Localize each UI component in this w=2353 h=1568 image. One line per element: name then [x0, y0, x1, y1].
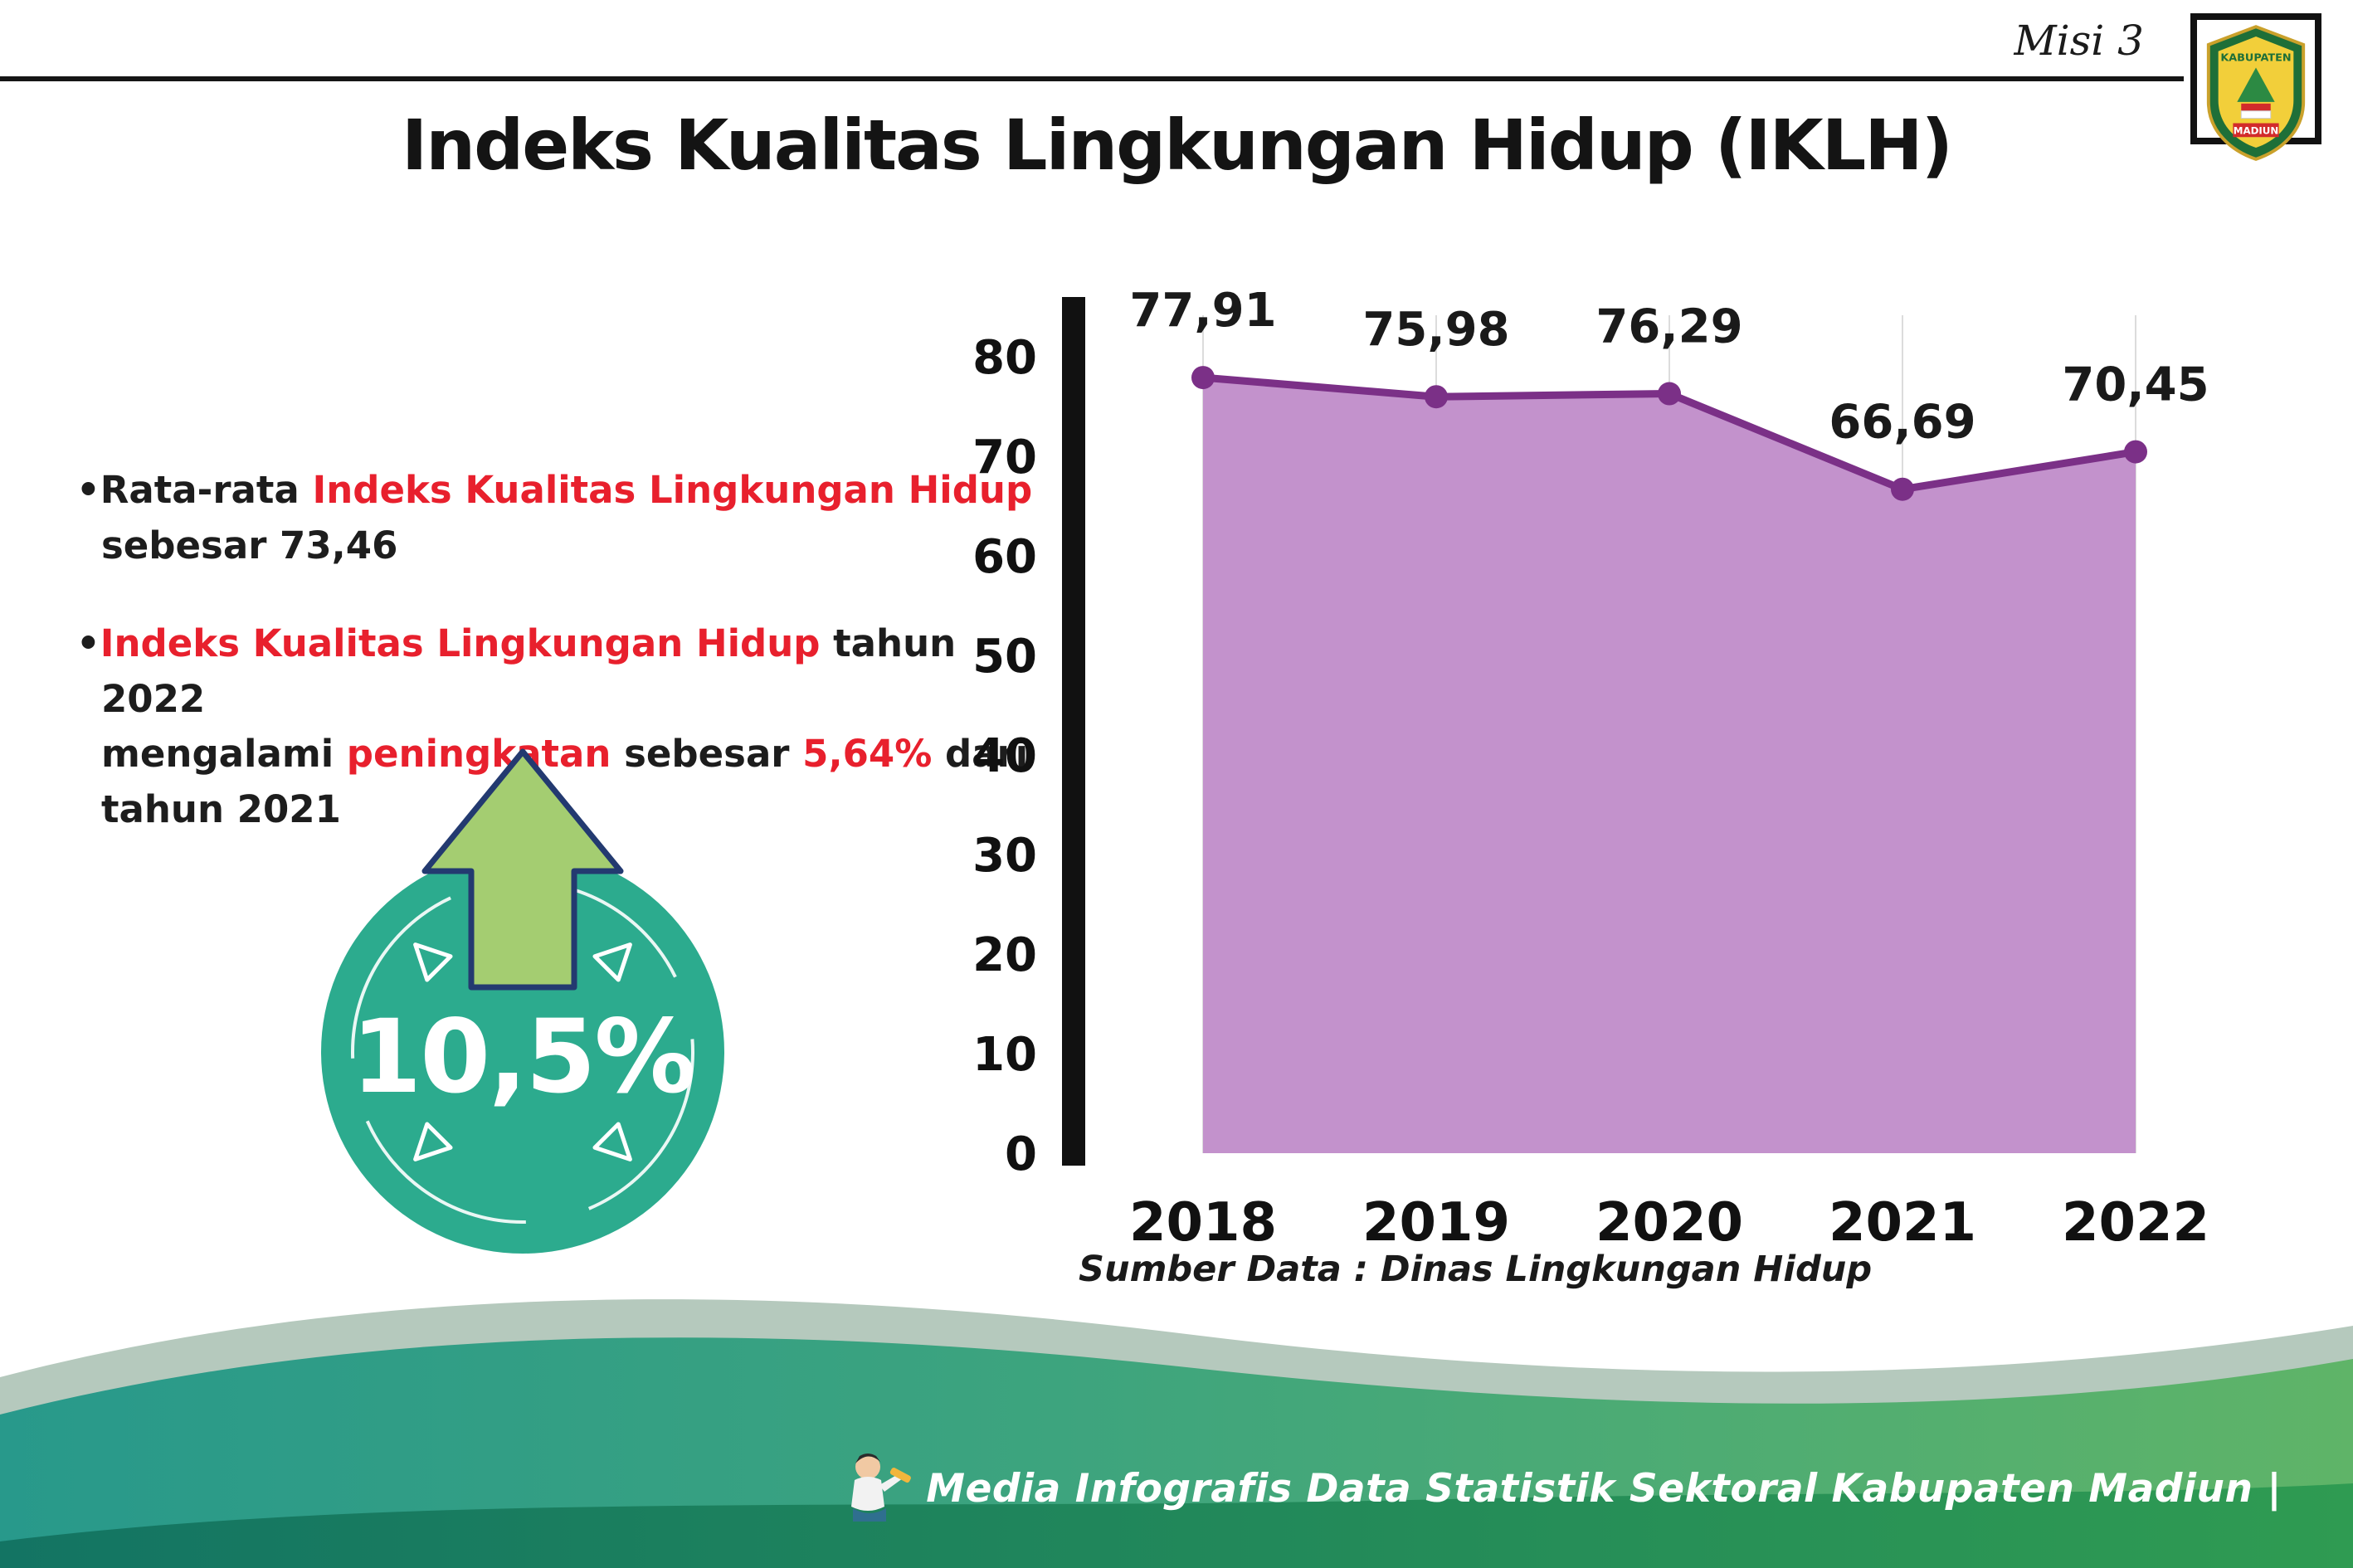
bullet-increase-2022: •Indeks Kualitas Lingkungan Hidup tahun … — [76, 616, 1072, 837]
bullet-text: tahun 2021 — [101, 786, 341, 831]
logo-bottom-text: MADIUN — [2234, 124, 2279, 136]
point-label: 75,98 — [1362, 303, 1509, 357]
x-tick-label: 2018 — [1129, 1192, 1277, 1254]
y-tick-label: 0 — [1005, 1127, 1037, 1181]
increase-badge: 10,5% — [319, 747, 726, 1261]
bullet-text: sebesar — [611, 732, 803, 777]
footer-credit: Media Infografis Data Statistik Sektoral… — [835, 1449, 2282, 1528]
point-label: 70,45 — [2062, 358, 2209, 412]
point-label: 66,69 — [1829, 396, 1975, 450]
key-findings: •Rata-rata Indeks Kualitas Lingkungan Hi… — [76, 463, 1072, 881]
bullet-text-highlight: peningkatan — [346, 732, 611, 777]
iklh-chart-container: 77,91 75,98 76,29 66,69 70,45 0 10 20 30 40 50 60 70… — [913, 199, 2323, 1377]
footer-credit-text: Media Infografis Data Statistik Sektoral… — [926, 1465, 2282, 1512]
area-fill — [1203, 377, 2136, 1153]
top-divider — [0, 76, 2184, 81]
x-tick-label: 2022 — [2062, 1192, 2209, 1254]
data-point — [1191, 366, 1215, 390]
data-point — [1658, 382, 1681, 406]
footer-waves — [0, 1299, 2353, 1568]
page-title: Indeks Kualitas Lingkungan Hidup (IKLH) — [402, 105, 1953, 186]
bullet-text: tahun 2022 — [101, 621, 957, 721]
x-tick-label: 2020 — [1595, 1192, 1743, 1254]
data-point — [1425, 385, 1448, 409]
bullet-text-highlight: 5,64% — [802, 732, 933, 777]
bullet-text: sebesar 73,46 — [101, 523, 398, 567]
y-tick-label: 30 — [972, 829, 1037, 883]
data-point — [1891, 477, 1914, 501]
y-tick-label: 20 — [972, 928, 1037, 982]
y-tick-label: 10 — [972, 1028, 1037, 1082]
y-tick-label: 60 — [972, 530, 1037, 584]
x-tick-label: 2019 — [1362, 1192, 1510, 1254]
badge-ticks — [413, 942, 632, 1161]
y-axis-bar — [1062, 297, 1085, 1166]
y-tick-label: 40 — [972, 729, 1037, 783]
mascot-icon — [851, 1454, 912, 1522]
logo-top-text: KABUPATEN — [2220, 52, 2291, 65]
increase-percentage: 10,5% — [351, 998, 695, 1116]
kabupaten-madiun-logo-icon: KABUPATEN MADIUN — [2206, 25, 2306, 161]
point-label: 77,91 — [1129, 284, 1276, 338]
y-tick-label: 70 — [972, 431, 1037, 485]
x-tick-label: 2021 — [1829, 1192, 1976, 1254]
increase-badge-graphic — [321, 748, 724, 1254]
wave-bottom — [0, 1483, 2353, 1568]
bullet-text-highlight: Indeks Kualitas Lingkungan Hidup — [312, 468, 1033, 512]
bullet-text-highlight: Indeks Kualitas Lingkungan Hidup — [100, 621, 821, 666]
misi-label: Misi 3 — [2014, 17, 2144, 65]
up-arrow-icon — [421, 748, 624, 991]
bullet-marker: • — [76, 621, 100, 666]
y-tick-label: 50 — [972, 630, 1037, 684]
bullet-text: Rata-rata — [100, 468, 313, 512]
bullet-text: mengalami — [101, 732, 347, 777]
iklh-chart: 77,91 75,98 76,29 66,69 70,45 0 10 20 30 40 50 60 70… — [972, 284, 2209, 1254]
point-label: 76,29 — [1595, 300, 1742, 354]
bullet-marker: • — [76, 468, 100, 512]
bullet-average-iklh: •Rata-rata Indeks Kualitas Lingkungan Hi… — [76, 463, 1072, 573]
badge-circle — [321, 850, 724, 1254]
y-tick-label: 80 — [972, 331, 1037, 385]
data-point — [2124, 440, 2147, 464]
data-source-note: Sumber Data : Dinas Lingkungan Hidup — [1079, 1249, 1873, 1290]
bullet-text: dari — [932, 732, 1029, 777]
